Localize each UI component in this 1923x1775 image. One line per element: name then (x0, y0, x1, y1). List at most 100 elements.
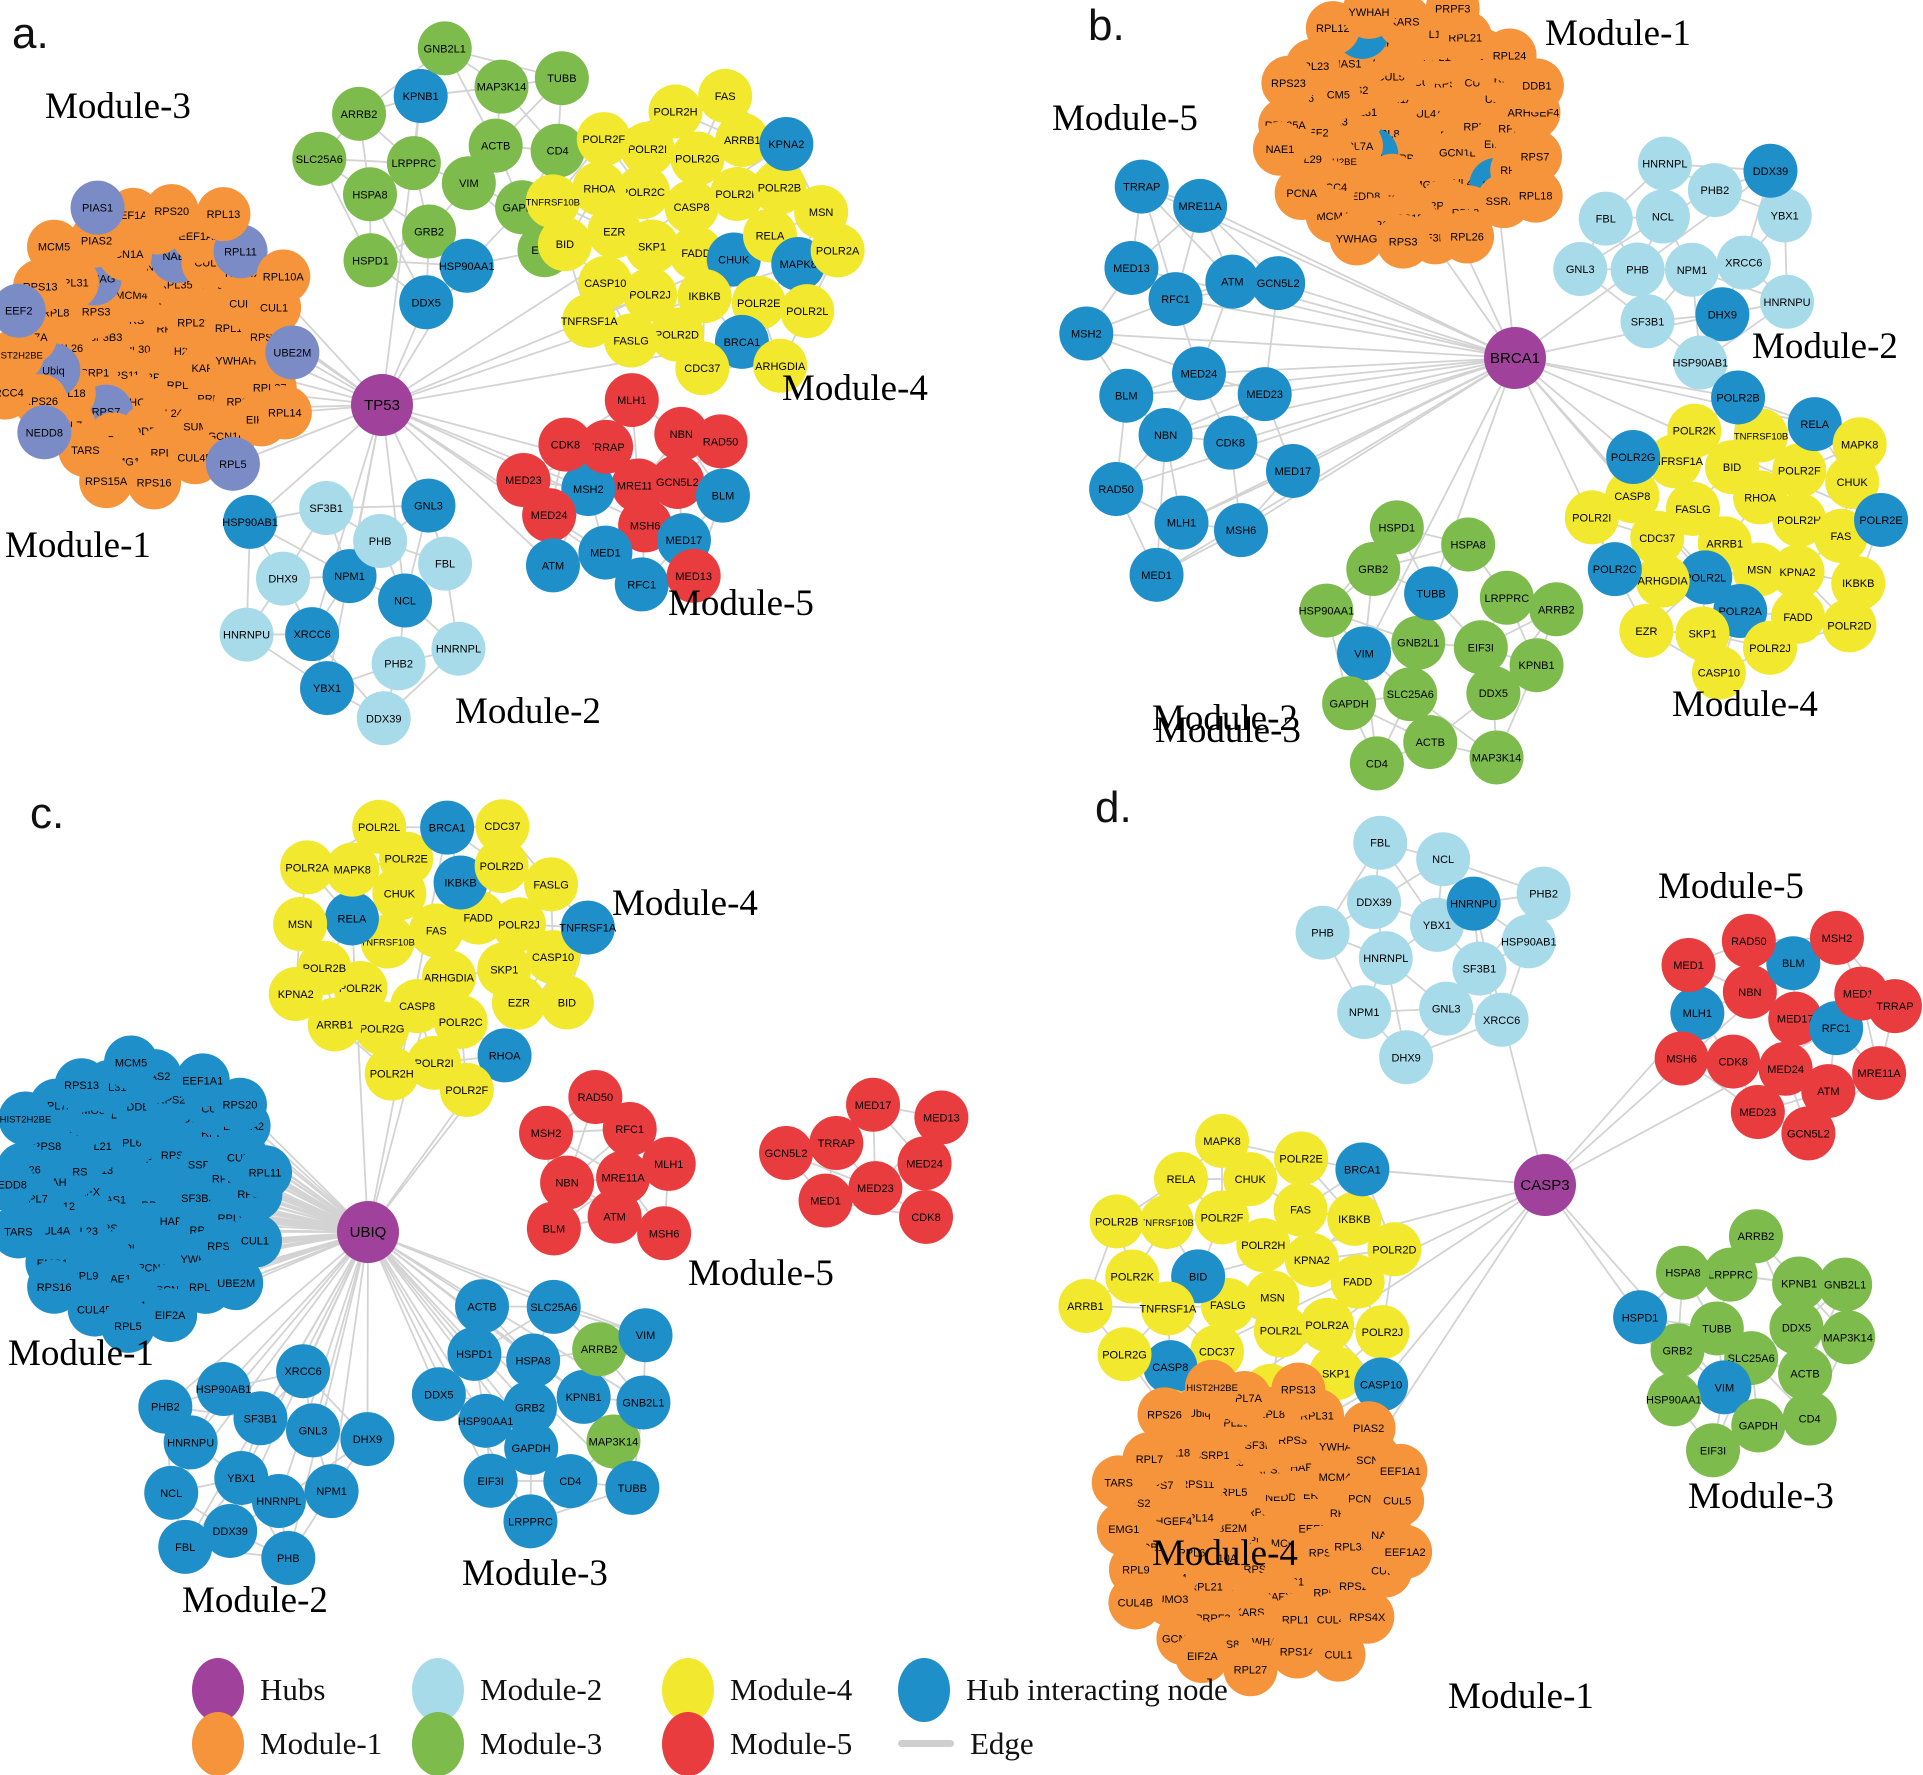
node-RHOA[interactable] (477, 1028, 532, 1083)
node-CDC37[interactable] (475, 799, 530, 854)
node-RPS13[interactable] (54, 1058, 109, 1113)
node-EZR[interactable] (1619, 603, 1674, 658)
node-MED13[interactable] (666, 548, 721, 603)
node-POLR2I[interactable] (1564, 490, 1619, 545)
node-SF3B1[interactable] (299, 481, 354, 536)
node-TUBB[interactable] (534, 51, 589, 106)
node-NAE1[interactable] (1252, 121, 1307, 176)
node-HNRNPL[interactable] (1637, 136, 1692, 191)
node-RPS20[interactable] (212, 1077, 267, 1132)
node-BLM[interactable] (526, 1201, 581, 1256)
hub-node-TP53[interactable] (351, 374, 413, 436)
node-YWHAG[interactable] (1329, 211, 1384, 266)
node-RAD50[interactable] (568, 1070, 623, 1125)
node-IKBKB[interactable] (433, 855, 488, 910)
node-RFC1[interactable] (614, 557, 669, 612)
node-RPS16[interactable] (127, 455, 182, 510)
node-RPS26[interactable] (1137, 1387, 1192, 1442)
node-MED23[interactable] (848, 1161, 903, 1216)
node-MED24[interactable] (897, 1136, 952, 1191)
node-POLR2J[interactable] (1743, 620, 1798, 675)
node-RPL11[interactable] (238, 1145, 293, 1200)
node-KPNA2[interactable] (759, 116, 814, 171)
node-CASP10[interactable] (1354, 1357, 1409, 1412)
node-CD4[interactable] (530, 123, 585, 178)
node-FADD[interactable] (1330, 1254, 1385, 1309)
node-NCL[interactable] (1635, 189, 1690, 244)
node-TARS[interactable] (1091, 1455, 1146, 1510)
node-DDX5[interactable] (411, 1367, 466, 1422)
node-NPM1[interactable] (322, 549, 377, 604)
node-MSH2[interactable] (561, 462, 616, 517)
node-BLM[interactable] (695, 468, 750, 523)
node-DHX9[interactable] (1695, 287, 1750, 342)
node-BRCA1[interactable] (420, 800, 475, 855)
node-PHB2[interactable] (1516, 866, 1571, 921)
node-POLR2E[interactable] (1854, 492, 1909, 547)
node-ARRB2[interactable] (332, 86, 387, 141)
node-CDK8[interactable] (899, 1189, 954, 1244)
node-RPS4X[interactable] (1340, 1589, 1395, 1644)
hub-node-CASP3[interactable] (1514, 1154, 1576, 1216)
node-POLR2H[interactable] (364, 1046, 419, 1101)
node-ATM[interactable] (1205, 254, 1260, 309)
node-POLR2K[interactable] (1667, 403, 1722, 458)
node-RHOA[interactable] (572, 161, 627, 216)
node-DDX5[interactable] (1769, 1300, 1824, 1355)
node-GNL3[interactable] (401, 478, 456, 533)
node-POLR2H[interactable] (1772, 492, 1827, 547)
node-POLR2J[interactable] (1355, 1305, 1410, 1360)
node-POLR2B[interactable] (752, 160, 807, 215)
node-POLR2C[interactable] (1587, 542, 1642, 597)
node-LRPPRC[interactable] (386, 136, 441, 191)
hub-node-UBIQ[interactable] (337, 1201, 399, 1263)
node-POLR2C[interactable] (615, 165, 670, 220)
node-RPS13[interactable] (1271, 1362, 1326, 1417)
node-POLR2C[interactable] (433, 994, 488, 1049)
node-KPNB1[interactable] (556, 1369, 611, 1424)
node-BLM[interactable] (1099, 368, 1154, 423)
node-HSP90AA1[interactable] (1646, 1372, 1701, 1427)
node-ATM[interactable] (1801, 1064, 1856, 1119)
node-IKBKB[interactable] (1831, 556, 1886, 611)
node-DHX9[interactable] (1379, 1030, 1434, 1085)
node-KPNB1[interactable] (1772, 1256, 1827, 1311)
node-LRPPRC[interactable] (1703, 1247, 1758, 1302)
node-MCM5[interactable] (104, 1035, 159, 1090)
node-TNFRSF10B[interactable] (1139, 1194, 1194, 1249)
node-NBN[interactable] (1722, 964, 1777, 1019)
node-MLH1[interactable] (1670, 986, 1725, 1041)
node-KPNA2[interactable] (1284, 1233, 1339, 1288)
node-POLR2F[interactable] (1772, 443, 1827, 498)
node-CDC37[interactable] (675, 341, 730, 396)
node-MED24[interactable] (1171, 346, 1226, 401)
node-MED17[interactable] (1265, 443, 1320, 498)
node-DDX39[interactable] (356, 691, 411, 746)
node-MCM5[interactable] (27, 219, 82, 274)
node-FBL[interactable] (158, 1519, 213, 1574)
node-GCN5L2[interactable] (759, 1126, 814, 1181)
node-BID[interactable] (539, 975, 594, 1030)
node-SLC25A6[interactable] (526, 1279, 581, 1334)
node-TUBB[interactable] (605, 1460, 660, 1515)
node-VIM[interactable] (1697, 1360, 1752, 1415)
node-MLH1[interactable] (641, 1136, 696, 1191)
node-HSPD1[interactable] (343, 233, 398, 288)
node-MED17[interactable] (1768, 991, 1823, 1046)
node-POLR2G[interactable] (355, 1001, 410, 1056)
node-POLR2K[interactable] (710, 166, 765, 221)
node-HSPA8[interactable] (1655, 1245, 1710, 1300)
node-MSN[interactable] (273, 897, 328, 952)
node-GCN5L2[interactable] (650, 454, 705, 509)
node-HNRNPL[interactable] (1358, 931, 1413, 986)
node-ACTB[interactable] (1778, 1346, 1833, 1401)
node-RPL13[interactable] (196, 187, 251, 242)
node-ARRB1[interactable] (715, 112, 770, 167)
node-HSPD1[interactable] (1613, 1290, 1668, 1345)
node-MAP3K14[interactable] (1469, 730, 1524, 785)
node-TNFRSF1A[interactable] (562, 293, 617, 348)
node-NEDD8[interactable] (0, 1157, 36, 1212)
node-POLR2G[interactable] (1606, 430, 1661, 485)
node-TNFRSF10B[interactable] (525, 174, 580, 229)
node-MSH6[interactable] (1213, 503, 1268, 558)
